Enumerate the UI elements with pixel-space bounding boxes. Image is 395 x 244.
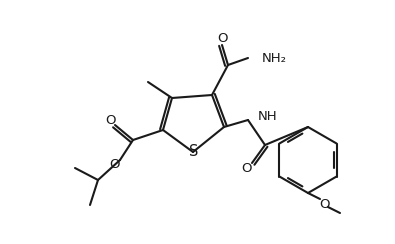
- Text: O: O: [217, 31, 227, 44]
- Text: NH: NH: [258, 110, 278, 122]
- Text: O: O: [319, 197, 329, 211]
- Text: S: S: [189, 144, 199, 160]
- Text: NH₂: NH₂: [262, 51, 287, 64]
- Text: O: O: [110, 159, 120, 172]
- Text: O: O: [105, 113, 115, 126]
- Text: O: O: [242, 163, 252, 175]
